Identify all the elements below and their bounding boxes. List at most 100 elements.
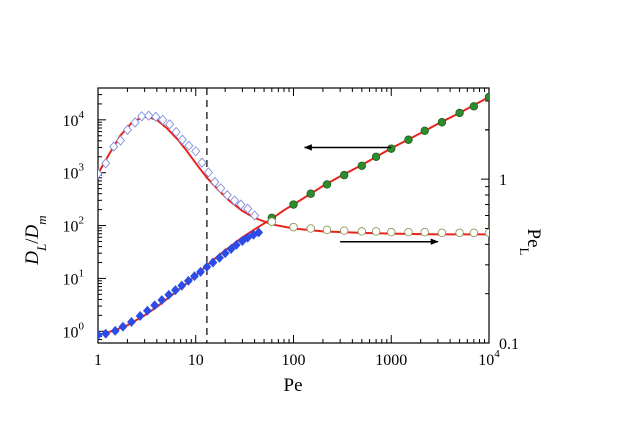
data-point-d-l-d-m-simulation bbox=[98, 330, 103, 340]
data-point-d-l-d-m-simulation bbox=[202, 261, 212, 272]
data-point-pe-l-experiment bbox=[455, 228, 464, 238]
data-point-pe-l-experiment bbox=[371, 227, 381, 236]
y-left-tick-label-exp: 3 bbox=[79, 162, 85, 174]
data-point-pe-l-experiment bbox=[469, 228, 479, 238]
y-right-tick-label: 0.1 bbox=[499, 336, 519, 353]
data-point-pe-l-simulation bbox=[144, 110, 154, 121]
data-point-pe-l-simulation bbox=[177, 134, 187, 145]
x-tick-label: 100 bbox=[282, 352, 306, 369]
series-line-d-l-d-m-fit bbox=[98, 96, 489, 336]
y-left-tick-label: 100 bbox=[63, 320, 85, 341]
data-point-d-l-d-m-simulation bbox=[220, 248, 230, 259]
data-point-d-l-d-m-experiment bbox=[339, 170, 349, 180]
y-right-axis-label: PeL bbox=[518, 229, 545, 256]
data-point-d-l-d-m-simulation bbox=[150, 300, 160, 311]
data-point-d-l-d-m-simulation bbox=[127, 317, 136, 327]
y-left-label-sub1: L bbox=[34, 244, 49, 252]
y-left-tick-label-base: 10 bbox=[63, 324, 79, 341]
y-left-tick-label: 104 bbox=[63, 109, 85, 130]
data-point-pe-l-simulation bbox=[137, 111, 147, 122]
data-point-pe-l-experiment bbox=[339, 226, 349, 235]
y-right-tick-label: 1 bbox=[499, 172, 507, 189]
data-point-d-l-d-m-simulation bbox=[243, 232, 253, 243]
data-point-d-l-d-m-simulation bbox=[215, 252, 224, 263]
data-point-d-l-d-m-experiment bbox=[484, 92, 489, 102]
data-point-d-l-d-m-simulation bbox=[142, 305, 152, 316]
data-point-d-l-d-m-simulation bbox=[118, 321, 128, 332]
data-point-pe-l-simulation bbox=[109, 141, 119, 152]
data-point-pe-l-simulation bbox=[151, 111, 161, 123]
data-point-pe-l-simulation bbox=[184, 140, 194, 151]
data-point-pe-l-simulation bbox=[216, 183, 226, 194]
data-group bbox=[98, 92, 489, 340]
data-point-d-l-d-m-simulation bbox=[157, 295, 167, 305]
data-point-pe-l-simulation bbox=[158, 114, 168, 126]
data-point-pe-l-simulation bbox=[249, 210, 260, 221]
data-point-pe-l-simulation bbox=[236, 199, 246, 210]
data-point-pe-l-experiment bbox=[322, 225, 332, 235]
data-point-pe-l-simulation bbox=[164, 119, 175, 130]
x-tick-label: 104 bbox=[478, 348, 500, 369]
data-point-pe-l-simulation bbox=[243, 203, 253, 214]
data-point-pe-l-simulation bbox=[101, 158, 111, 169]
y-left-tick-label-exp: 2 bbox=[79, 215, 85, 227]
data-point-pe-l-simulation bbox=[122, 124, 133, 136]
data-point-d-l-d-m-simulation bbox=[135, 310, 145, 321]
x-tick-label: 10 bbox=[188, 352, 204, 369]
x-tick-label: 1000 bbox=[375, 352, 407, 369]
data-point-d-l-d-m-experiment bbox=[289, 200, 298, 209]
data-point-d-l-d-m-simulation bbox=[110, 325, 120, 336]
y-left-tick-label-base: 10 bbox=[63, 271, 79, 288]
data-point-pe-l-simulation bbox=[115, 135, 126, 146]
data-point-pe-l-experiment bbox=[404, 227, 413, 237]
x-tick-label-base: 10 bbox=[478, 352, 494, 369]
y-left-label-slash: / bbox=[22, 238, 43, 244]
data-point-d-l-d-m-simulation bbox=[226, 244, 236, 254]
data-point-pe-l-experiment bbox=[306, 224, 315, 233]
y-left-label-base: D bbox=[22, 251, 43, 266]
y-left-axis-label: DL/Dm bbox=[22, 215, 49, 265]
data-point-d-l-d-m-experiment bbox=[322, 180, 332, 189]
data-point-pe-l-simulation bbox=[98, 168, 103, 179]
y-left-tick-label: 103 bbox=[63, 162, 85, 183]
y-right-label-sub: L bbox=[518, 248, 533, 256]
data-point-d-l-d-m-simulation bbox=[101, 328, 111, 339]
data-point-d-l-d-m-experiment bbox=[404, 135, 413, 144]
data-point-d-l-d-m-simulation bbox=[183, 275, 193, 286]
y-left-tick-label: 101 bbox=[63, 267, 85, 288]
data-point-pe-l-simulation bbox=[130, 117, 140, 128]
data-point-d-l-d-m-experiment bbox=[437, 118, 447, 127]
y-left-tick-label-base: 10 bbox=[63, 166, 79, 183]
data-point-d-l-d-m-simulation bbox=[196, 266, 205, 277]
data-point-d-l-d-m-simulation bbox=[171, 285, 180, 296]
y-left-label-base2: D bbox=[22, 224, 43, 239]
series-line-pe-l-fit bbox=[98, 115, 489, 236]
data-point-pe-l-simulation bbox=[230, 195, 240, 206]
data-point-d-l-d-m-simulation bbox=[177, 280, 187, 291]
x-axis-label: Pe bbox=[284, 375, 303, 396]
data-point-pe-l-simulation bbox=[203, 167, 214, 178]
y-left-tick-label-exp: 4 bbox=[79, 109, 85, 121]
data-point-pe-l-experiment bbox=[267, 217, 277, 226]
y-right-label-base: Pe bbox=[523, 229, 544, 248]
data-point-pe-l-experiment bbox=[357, 227, 367, 236]
data-point-pe-l-simulation bbox=[210, 176, 220, 188]
data-point-d-l-d-m-experiment bbox=[455, 108, 464, 118]
data-point-d-l-d-m-simulation bbox=[254, 227, 264, 238]
data-point-pe-l-simulation bbox=[222, 189, 232, 201]
data-point-pe-l-simulation bbox=[191, 146, 201, 157]
data-point-d-l-d-m-experiment bbox=[469, 102, 479, 111]
y-left-tick-label-exp: 0 bbox=[79, 320, 85, 332]
y-left-tick-label: 102 bbox=[63, 215, 85, 236]
y-left-tick-label-base: 10 bbox=[63, 113, 79, 130]
data-point-pe-l-experiment bbox=[420, 227, 429, 237]
y-left-tick-label-exp: 1 bbox=[79, 267, 85, 279]
data-point-pe-l-experiment bbox=[484, 228, 489, 238]
y-left-label-sub2: m bbox=[34, 215, 49, 224]
data-point-d-l-d-m-simulation bbox=[231, 239, 241, 250]
data-point-pe-l-experiment bbox=[289, 222, 298, 232]
data-point-d-l-d-m-simulation bbox=[208, 257, 218, 268]
x-tick-label: 1 bbox=[94, 352, 102, 369]
data-point-pe-l-experiment bbox=[387, 227, 396, 237]
